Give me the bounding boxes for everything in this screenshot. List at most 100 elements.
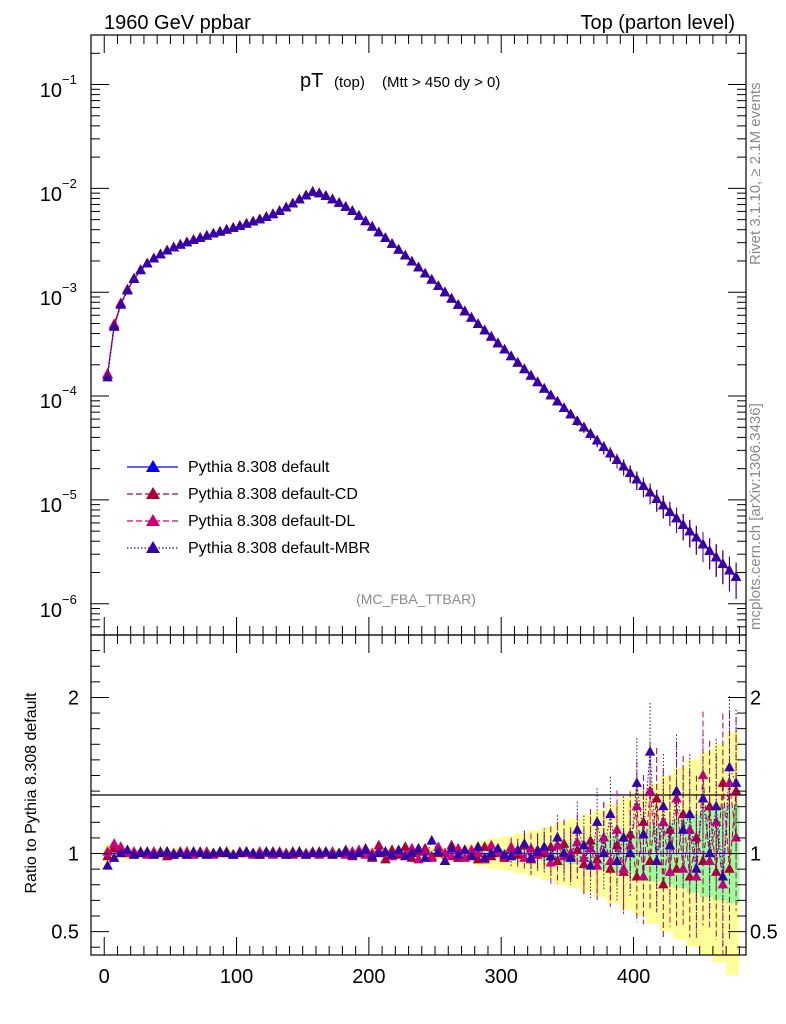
ratio-plot: 0 100 200 300 400 0.5 0.5 1 1 2 2 Ratio to Pythia …	[23, 634, 778, 988]
data-point	[135, 264, 146, 275]
ratio-point	[724, 863, 735, 873]
data-point	[505, 350, 517, 361]
ratio-point	[492, 842, 504, 853]
ratio-point	[366, 850, 378, 861]
ratio-point	[413, 842, 424, 853]
data-point	[142, 257, 153, 268]
ytick-exp: −4	[62, 383, 77, 398]
data-point	[545, 389, 557, 400]
main-plot: 10 −6 10 −5 10 −4 10 −3 10 −2 10 −1 pT (…	[40, 34, 747, 636]
series-2	[102, 186, 742, 599]
rivet-label: Rivet 3.1.10, ≥ 2.1M events	[747, 83, 764, 266]
ratio-point	[624, 847, 636, 858]
data-point	[353, 210, 365, 220]
ratio-point	[161, 845, 173, 856]
chart-title-sub: (top)	[334, 74, 365, 91]
data-point	[486, 331, 497, 341]
ratio-point	[499, 849, 510, 859]
chart-title: pT	[300, 70, 323, 92]
ratio-point	[294, 845, 305, 856]
ratio-point	[241, 845, 252, 856]
ratio-point	[320, 845, 332, 856]
chart-title-cut: (Mtt > 450 dy > 0)	[382, 74, 500, 91]
ytick-exp: −6	[62, 592, 77, 607]
legend-label: Pythia 8.308 default-CD	[188, 486, 358, 503]
ratio-point	[684, 808, 695, 819]
ratio-point	[386, 849, 398, 859]
ratio-point	[717, 777, 729, 787]
ratio-point	[684, 870, 695, 881]
ratio-point	[459, 844, 471, 855]
ratio-point	[605, 808, 616, 819]
ratio-series-layer	[102, 696, 742, 955]
data-point	[651, 493, 662, 504]
ratio-point	[578, 839, 590, 850]
ratio-point	[194, 847, 206, 858]
ratio-frame	[90, 634, 747, 956]
ratio-point	[717, 878, 729, 889]
ratio-point	[419, 852, 431, 862]
ratio-point	[611, 855, 623, 865]
analysis-tag: (MC_FBA_TTBAR)	[356, 591, 476, 607]
xtick-label: 200	[352, 966, 385, 988]
ratio-point	[691, 870, 702, 881]
data-point	[386, 238, 398, 248]
data-point	[499, 343, 510, 354]
data-point	[479, 324, 490, 335]
ratio-point	[108, 852, 120, 862]
legend-entry-mbr: Pythia 8.308 default-MBR	[127, 540, 370, 557]
ratio-point	[638, 816, 649, 826]
data-point	[360, 215, 371, 226]
ratio-ytick-label-right: 1	[750, 844, 761, 866]
legend-marker	[146, 487, 160, 499]
ratio-point	[505, 850, 517, 861]
data-point	[532, 376, 543, 387]
ratio-ytick-label: 1	[68, 844, 79, 866]
ytick-base: 10	[40, 495, 62, 517]
data-point	[472, 318, 484, 328]
data-point	[644, 486, 656, 497]
ratio-point	[618, 831, 629, 842]
ratio-point	[631, 777, 643, 787]
ratio-point	[558, 847, 570, 858]
ytick-base: 10	[40, 184, 62, 206]
legend: Pythia 8.308 default Pythia 8.308 defaul…	[127, 459, 370, 557]
ratio-point	[711, 800, 722, 811]
data-point	[638, 480, 649, 490]
legend-label: Pythia 8.308 default-DL	[188, 513, 355, 530]
data-point	[347, 205, 358, 216]
data-point	[512, 357, 523, 367]
legend-label: Pythia 8.308 default	[188, 459, 330, 476]
xtick-label: 100	[220, 966, 253, 988]
data-point	[274, 205, 285, 216]
ratio-point	[221, 847, 232, 858]
data-point	[181, 236, 193, 247]
ytick-base: 10	[40, 600, 62, 622]
ytick-base: 10	[40, 288, 62, 310]
data-point	[466, 311, 477, 322]
ratio-tick-labels: 0 100 200 300 400 0.5 0.5 1 1 2 2	[51, 687, 778, 988]
data-point	[724, 564, 735, 575]
data-point	[373, 226, 385, 237]
ratio-point	[730, 777, 742, 787]
ratio-point	[466, 850, 477, 861]
legend-marker	[146, 541, 160, 553]
ratio-point	[479, 852, 490, 862]
data-point	[459, 305, 471, 316]
ratio-point	[538, 841, 550, 851]
ratio-point	[122, 844, 133, 855]
ratio-point	[677, 824, 689, 834]
legend-entry-default: Pythia 8.308 default	[127, 459, 330, 476]
ratio-point	[717, 870, 729, 881]
data-point	[565, 408, 576, 419]
data-point	[102, 371, 113, 382]
data-point	[168, 241, 179, 252]
ratio-point	[400, 850, 411, 861]
data-point	[340, 201, 351, 211]
ytick-label-1e-2: 10 −2	[40, 176, 77, 206]
main-ticks	[91, 35, 746, 636]
ratio-point	[578, 858, 590, 869]
data-point	[624, 467, 636, 477]
ratio-point	[254, 849, 265, 859]
